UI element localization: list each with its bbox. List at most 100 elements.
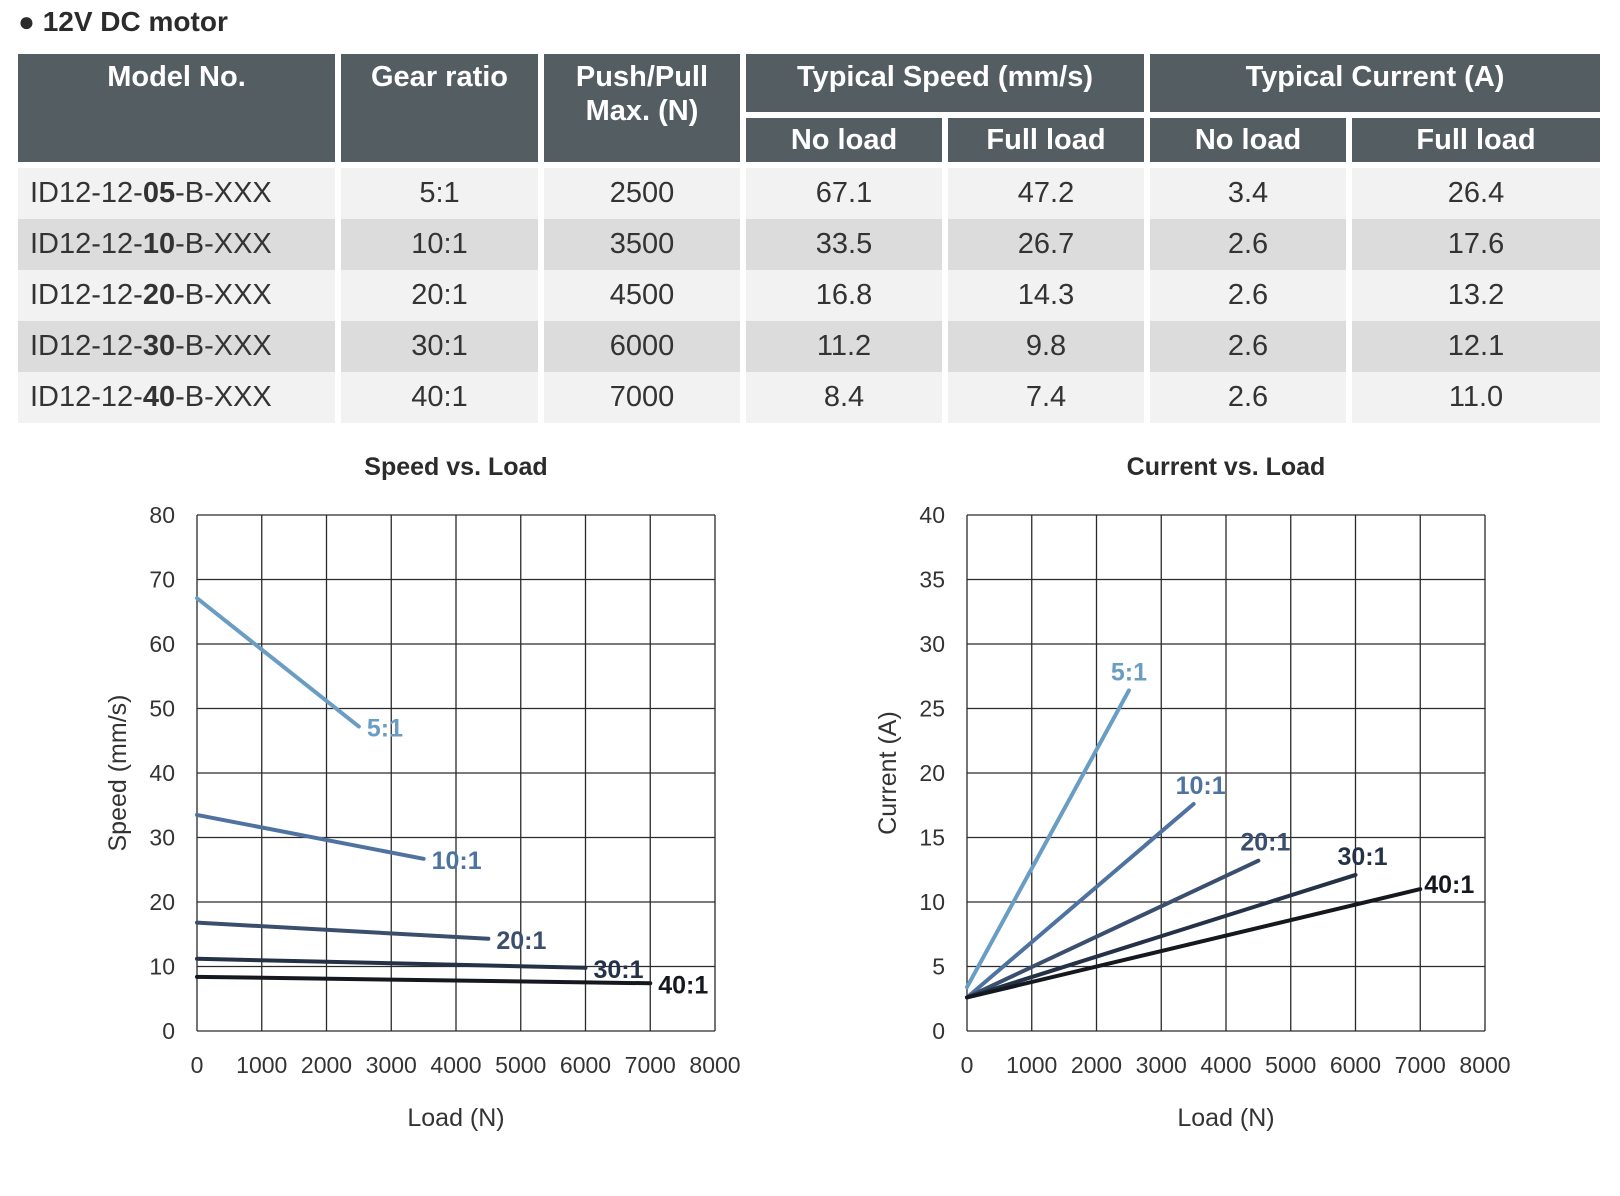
header-speed-full-load: Full load [942,112,1150,168]
push-pull-max: 6000 [538,321,746,372]
y-tick-label: 10 [919,889,945,915]
speed-full-load: 7.4 [942,372,1150,423]
x-tick-label: 0 [191,1052,204,1078]
x-tick-label: 3000 [1136,1052,1187,1078]
speed-no-load: 16.8 [740,270,948,321]
header-speed-no-load: No load [743,112,948,168]
series-line-20-1 [965,858,1261,1000]
y-tick-label: 70 [149,567,175,593]
y-tick-label: 5 [932,954,945,980]
x-tick-label: 6000 [560,1052,611,1078]
series-line-5-1 [965,688,1131,990]
speed-full-load: 47.2 [942,165,1150,219]
header-push-pull: Push/Pull Max. (N) [538,54,746,168]
series-label: 30:1 [594,956,644,984]
x-tick-label: 5000 [495,1052,546,1078]
push-pull-max: 3500 [538,219,746,270]
y-tick-label: 0 [162,1018,175,1044]
x-tick-label: 7000 [1395,1052,1446,1078]
y-axis-label: Speed (mm/s) [104,695,132,852]
y-tick-label: 50 [149,696,175,722]
series-label: 10:1 [432,847,482,875]
gear-ratio: 40:1 [335,372,544,423]
speed-no-load: 8.4 [740,372,948,423]
y-tick-label: 15 [919,825,945,851]
header-gear-ratio: Gear ratio [335,54,544,168]
section-heading: ● 12V DC motor [18,6,228,37]
header-current-full-load: Full load [1345,112,1601,168]
header-model: Model No. [18,54,341,168]
x-tick-label: 5000 [1265,1052,1316,1078]
header-current-no-load: No load [1144,112,1352,168]
model-number: ID12-12-05-B-XXX [18,165,341,219]
current-no-load: 2.6 [1144,219,1352,270]
table-row: ID12-12-30-B-XXX 30:1 6000 11.2 9.8 2.6 … [18,321,1601,372]
push-pull-max: 7000 [538,372,746,423]
x-tick-label: 0 [961,1052,974,1078]
y-tick-label: 10 [149,954,175,980]
table-row: ID12-12-40-B-XXX 40:1 7000 8.4 7.4 2.6 1… [18,372,1601,423]
x-tick-label: 2000 [301,1052,352,1078]
push-pull-max: 4500 [538,270,746,321]
x-tick-label: 7000 [625,1052,676,1078]
series-label: 30:1 [1338,843,1388,871]
x-tick-label: 3000 [366,1052,417,1078]
y-tick-label: 25 [919,696,945,722]
y-tick-label: 40 [149,760,175,786]
model-number: ID12-12-30-B-XXX [18,321,341,372]
y-tick-label: 20 [919,760,945,786]
speed-full-load: 26.7 [942,219,1150,270]
series-label: 40:1 [658,971,708,999]
y-tick-label: 40 [919,502,945,528]
current-no-load: 2.6 [1144,321,1352,372]
x-tick-label: 6000 [1330,1052,1381,1078]
series-label: 40:1 [1424,871,1474,899]
series-line-10-1 [195,812,426,861]
series-line-5-1 [195,596,361,729]
push-pull-max: 2500 [538,165,746,219]
x-tick-label: 4000 [430,1052,481,1078]
series-label: 5:1 [367,715,403,743]
header-typical-speed: Typical Speed (mm/s) [740,54,1150,118]
gear-ratio: 5:1 [335,165,544,219]
x-tick-label: 2000 [1071,1052,1122,1078]
x-tick-label: 8000 [689,1052,740,1078]
table-row: ID12-12-05-B-XXX 5:1 2500 67.1 47.2 3.4 … [18,165,1601,219]
model-number: ID12-12-20-B-XXX [18,270,341,321]
x-tick-label: 4000 [1200,1052,1251,1078]
chart-title: Speed vs. Load [364,453,547,481]
series-line-30-1 [195,956,588,970]
current-full-load: 13.2 [1345,270,1601,321]
series-line-20-1 [195,920,491,941]
x-tick-label: 1000 [1006,1052,1057,1078]
current-full-load: 17.6 [1345,219,1601,270]
series-line-40-1 [195,974,653,986]
y-axis-label: Current (A) [874,711,902,835]
current-full-load: 26.4 [1345,165,1601,219]
y-tick-label: 30 [149,825,175,851]
model-number: ID12-12-40-B-XXX [18,372,341,423]
speed-no-load: 33.5 [740,219,948,270]
gear-ratio: 20:1 [335,270,544,321]
gear-ratio: 10:1 [335,219,544,270]
header-typical-current: Typical Current (A) [1143,54,1601,118]
current-full-load: 11.0 [1345,372,1601,423]
spec-table: Model No. Gear ratio Push/Pull Max. (N) … [18,54,1601,423]
chart-title: Current vs. Load [1127,453,1326,481]
current-no-load: 2.6 [1144,270,1352,321]
series-label: 20:1 [1240,829,1290,857]
series-line-10-1 [965,801,1196,1000]
x-axis-label: Load (N) [1177,1104,1274,1132]
speed-no-load: 67.1 [740,165,948,219]
speed-full-load: 14.3 [942,270,1150,321]
y-tick-label: 80 [149,502,175,528]
x-axis-label: Load (N) [407,1104,504,1132]
current-no-load: 2.6 [1144,372,1352,423]
y-tick-label: 0 [932,1018,945,1044]
model-number: ID12-12-10-B-XXX [18,219,341,270]
table-row: ID12-12-20-B-XXX 20:1 4500 16.8 14.3 2.6… [18,270,1601,321]
current-full-load: 12.1 [1345,321,1601,372]
series-label: 20:1 [496,927,546,955]
y-tick-label: 35 [919,567,945,593]
series-line-40-1 [965,887,1423,1000]
